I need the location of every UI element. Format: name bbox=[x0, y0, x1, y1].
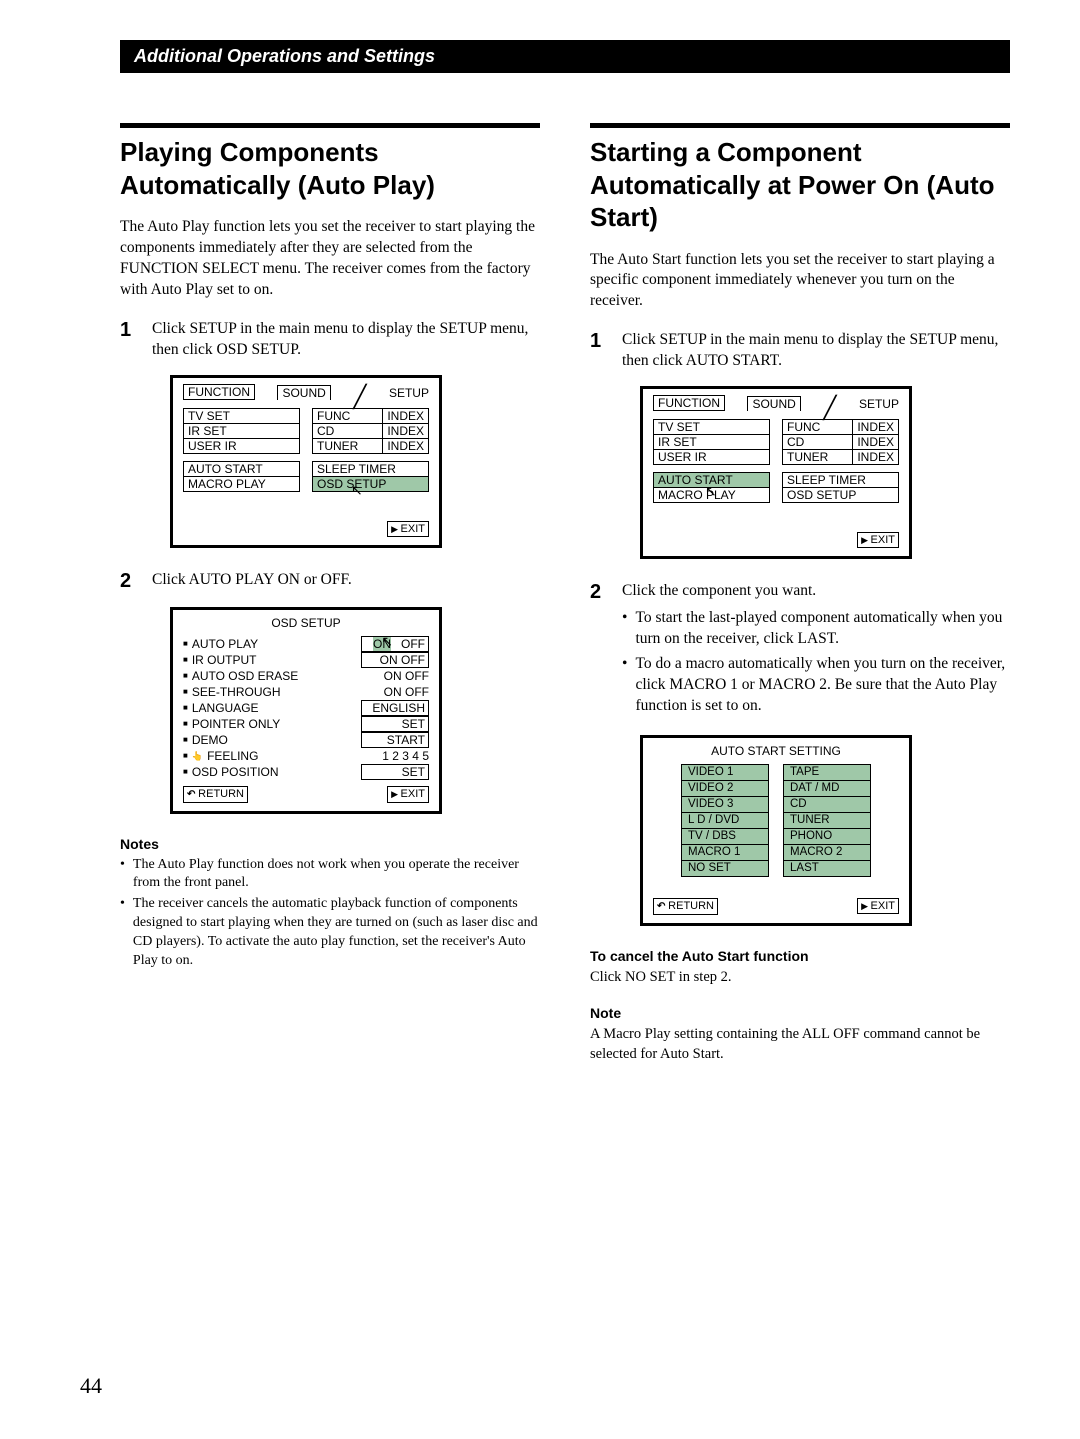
divider: ╱ bbox=[353, 392, 366, 402]
option: TUNER bbox=[783, 812, 871, 829]
note-body: A Macro Play setting containing the ALL … bbox=[590, 1025, 1010, 1064]
note-item: •The receiver cancels the automatic play… bbox=[120, 895, 540, 971]
page-number: 44 bbox=[80, 1373, 102, 1399]
menu-item: MACRO PLAY bbox=[183, 476, 300, 492]
option: MACRO 2 bbox=[783, 844, 871, 861]
menu-item: IR SET bbox=[653, 434, 770, 450]
list-item: ■IR OUTPUTON OFF bbox=[183, 652, 429, 668]
tab-function: FUNCTION bbox=[183, 384, 255, 400]
list-item: ■DEMOSTART bbox=[183, 732, 429, 748]
osd-setup-list: OSD SETUP ■AUTO PLAYON OFF ■IR OUTPUTON … bbox=[170, 607, 442, 814]
menu-item-auto-start: AUTO START bbox=[653, 472, 770, 488]
note-item: •The Auto Play function does not work wh… bbox=[120, 856, 540, 894]
option: MACRO 1 bbox=[681, 844, 769, 861]
step-number: 2 bbox=[120, 570, 138, 593]
note-heading: Note bbox=[590, 1005, 1010, 1021]
option: VIDEO 2 bbox=[681, 780, 769, 797]
step-text: Click the component you want. •To start … bbox=[622, 581, 1010, 721]
exit-button: EXIT bbox=[387, 786, 429, 803]
osd-setup-title: OSD SETUP bbox=[183, 616, 429, 630]
menu-item: MACRO PLAY bbox=[653, 487, 770, 503]
list-item: ■SEE-THROUGHON OFF bbox=[183, 684, 429, 700]
option: VIDEO 3 bbox=[681, 796, 769, 813]
auto-start-intro: The Auto Start function lets you set the… bbox=[590, 250, 1010, 313]
cancel-heading: To cancel the Auto Start function bbox=[590, 948, 1010, 964]
tab-setup: SETUP bbox=[859, 397, 899, 411]
notes-heading: Notes bbox=[120, 836, 540, 852]
step-text: Click SETUP in the main menu to display … bbox=[152, 319, 540, 361]
step-number: 2 bbox=[590, 581, 608, 721]
menu-item: SLEEP TIMER bbox=[312, 461, 429, 477]
divider: ╱ bbox=[823, 403, 836, 413]
exit-button: EXIT bbox=[857, 898, 899, 914]
menu-item: IR SET bbox=[183, 423, 300, 439]
option: TAPE bbox=[783, 764, 871, 781]
right-column: Starting a Component Automatically at Po… bbox=[590, 123, 1010, 1064]
tab-sound: SOUND bbox=[277, 385, 330, 400]
option: DAT / MD bbox=[783, 780, 871, 797]
option: VIDEO 1 bbox=[681, 764, 769, 781]
left-column: Playing Components Automatically (Auto P… bbox=[120, 123, 540, 1064]
tab-function: FUNCTION bbox=[653, 395, 725, 411]
option: LAST bbox=[783, 860, 871, 877]
option: NO SET bbox=[681, 860, 769, 877]
menu-item: CDINDEX bbox=[312, 423, 429, 439]
menu-item: USER IR bbox=[653, 449, 770, 465]
step-text: Click SETUP in the main menu to display … bbox=[622, 330, 1010, 372]
return-button: RETURN bbox=[183, 786, 248, 803]
step-number: 1 bbox=[120, 319, 138, 361]
return-button: RETURN bbox=[653, 898, 718, 915]
rule bbox=[120, 123, 540, 128]
menu-item: USER IR bbox=[183, 438, 300, 454]
list-item: ■AUTO OSD ERASEON OFF bbox=[183, 668, 429, 684]
step-1: 1 Click SETUP in the main menu to displa… bbox=[590, 330, 1010, 372]
menu-item: SLEEP TIMER bbox=[782, 472, 899, 488]
menu-item-osd-setup: OSD SETUP bbox=[312, 476, 429, 492]
rule bbox=[590, 123, 1010, 128]
menu-item: TV SET bbox=[653, 419, 770, 435]
auto-start-setting-title: AUTO START SETTING bbox=[653, 744, 899, 758]
step-text: Click AUTO PLAY ON or OFF. bbox=[152, 570, 540, 593]
setup-menu-osd: FUNCTION SOUND ╱ SETUP TV SET IR SET USE… bbox=[170, 375, 442, 548]
step-2: 2 Click AUTO PLAY ON or OFF. bbox=[120, 570, 540, 593]
option: CD bbox=[783, 796, 871, 813]
step-1: 1 Click SETUP in the main menu to displa… bbox=[120, 319, 540, 361]
menu-item: CDINDEX bbox=[782, 434, 899, 450]
list-item: ■AUTO PLAYON OFF bbox=[183, 636, 429, 652]
option: L D / DVD bbox=[681, 812, 769, 829]
list-item: ■LANGUAGEENGLISH bbox=[183, 700, 429, 716]
menu-item: OSD SETUP bbox=[782, 487, 899, 503]
list-item: ■POINTER ONLYSET bbox=[183, 716, 429, 732]
section-header: Additional Operations and Settings bbox=[120, 40, 1010, 73]
auto-play-title: Playing Components Automatically (Auto P… bbox=[120, 136, 540, 201]
auto-start-setting-osd: AUTO START SETTING VIDEO 1 VIDEO 2 VIDEO… bbox=[640, 735, 912, 926]
menu-item: TV SET bbox=[183, 408, 300, 424]
menu-item: AUTO START bbox=[183, 461, 300, 477]
auto-play-intro: The Auto Play function lets you set the … bbox=[120, 217, 540, 301]
exit-button: EXIT bbox=[857, 532, 899, 548]
tab-setup: SETUP bbox=[389, 386, 429, 400]
list-item: ■👆FEELING1 2 3 4 5 bbox=[183, 748, 429, 764]
exit-button: EXIT bbox=[387, 521, 429, 537]
menu-item: FUNCINDEX bbox=[312, 408, 429, 424]
step-number: 1 bbox=[590, 330, 608, 372]
menu-item: TUNERINDEX bbox=[312, 438, 429, 454]
option: PHONO bbox=[783, 828, 871, 845]
list-item: ■OSD POSITIONSET bbox=[183, 764, 429, 780]
tab-sound: SOUND bbox=[747, 396, 800, 411]
setup-menu-osd: FUNCTION SOUND ╱ SETUP TV SET IR SET USE… bbox=[640, 386, 912, 559]
menu-item: TUNERINDEX bbox=[782, 449, 899, 465]
option: TV / DBS bbox=[681, 828, 769, 845]
step-2: 2 Click the component you want. •To star… bbox=[590, 581, 1010, 721]
menu-item: FUNCINDEX bbox=[782, 419, 899, 435]
auto-start-title: Starting a Component Automatically at Po… bbox=[590, 136, 1010, 234]
cancel-body: Click NO SET in step 2. bbox=[590, 968, 1010, 988]
